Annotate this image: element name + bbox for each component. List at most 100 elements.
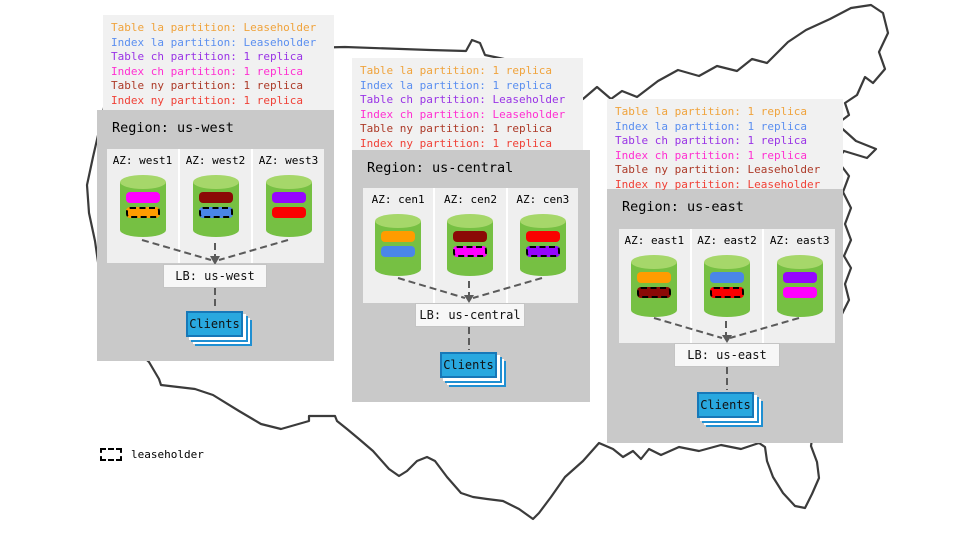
az-label: AZ: cen3	[516, 193, 570, 206]
partition-legend-us-central: Table la partition: 1 replica Index la p…	[352, 58, 583, 150]
az-label: AZ: cen2	[444, 193, 497, 206]
az-column-cen2: AZ: cen2	[435, 188, 506, 303]
cylinder-bottom	[447, 262, 494, 276]
partition-annotation: Index ny partition: 1 replica	[360, 136, 553, 150]
region-box-us-central: Region: us-central AZ: cen1 AZ: cen2	[352, 150, 590, 402]
partition-annotation: Index ch partition: 1 replica	[111, 64, 304, 78]
leaseholder-label: leaseholder	[131, 448, 204, 461]
az-label: AZ: west1	[112, 154, 173, 167]
partition-bar	[271, 207, 306, 218]
az-row: AZ: west1 AZ: west2 AZ: west3	[107, 149, 324, 263]
db-node-cylinder	[631, 255, 678, 317]
cylinder-body	[704, 262, 750, 310]
lb-box: LB: us-east	[674, 343, 780, 367]
db-node-cylinder	[119, 175, 166, 237]
partition-annotation: Table la partition: Leaseholder	[111, 21, 317, 34]
partition-annotation: Table ny partition: 1 replica	[111, 79, 304, 93]
region-box-us-west: Region: us-west AZ: west1 AZ: west2	[97, 110, 334, 361]
partition-bar	[125, 207, 160, 218]
az-row: AZ: cen1 AZ: cen2 AZ: cen3	[363, 188, 578, 303]
az-column-west3: AZ: west3	[253, 149, 324, 263]
cylinder-body	[447, 221, 494, 269]
az-label: AZ: east2	[697, 234, 757, 247]
db-node-cylinder	[519, 214, 566, 276]
cylinder-bottom	[265, 223, 312, 237]
partition-bar	[125, 192, 160, 203]
az-column-cen1: AZ: cen1	[363, 188, 434, 303]
cylinder-bottom	[119, 223, 166, 237]
db-node-cylinder	[375, 214, 422, 276]
partition-annotation: Index ny partition: 1 replica	[111, 93, 304, 107]
partition-bar	[271, 192, 306, 203]
cylinder-top	[265, 175, 312, 189]
cylinder-body	[519, 221, 566, 269]
partition-annotation: Table ny partition: 1 replica	[360, 122, 553, 136]
region-title: Region: us-central	[367, 160, 514, 176]
partition-annotation: Table ny partition: Leaseholder	[615, 163, 821, 177]
az-label: AZ: east3	[769, 234, 830, 247]
partition-annotation: Table ch partition: 1 replica	[615, 134, 808, 148]
leaseholder-swatch-icon	[100, 448, 122, 461]
az-column-east2: AZ: east2	[691, 229, 763, 343]
region-box-us-east: Region: us-east AZ: east1 AZ: east2	[607, 189, 843, 443]
partition-bar	[525, 231, 560, 242]
cylinder-body	[375, 221, 422, 269]
clients-box: Clients	[697, 392, 754, 418]
az-label: AZ: west3	[258, 154, 319, 167]
clients-box: Clients	[440, 352, 497, 378]
partition-annotation: Table la partition: 1 replica	[615, 105, 808, 118]
db-node-cylinder	[265, 175, 312, 237]
cylinder-bottom	[704, 303, 750, 317]
db-node-cylinder	[192, 175, 239, 237]
db-node-cylinder	[776, 255, 823, 317]
partition-bar	[710, 287, 744, 298]
cylinder-body	[776, 262, 823, 310]
partition-legend-us-east: Table la partition: 1 replica Index la p…	[607, 99, 843, 191]
az-column-west1: AZ: west1	[107, 149, 178, 263]
partition-annotation: Table la partition: 1 replica	[360, 64, 553, 77]
lb-box: LB: us-west	[163, 264, 267, 288]
partition-legend-us-west: Table la partition: Leaseholder Index la…	[103, 15, 334, 110]
cylinder-top	[519, 214, 566, 228]
db-node-cylinder	[704, 255, 750, 317]
clients-box: Clients	[186, 311, 243, 337]
partition-annotation: Index ch partition: 1 replica	[615, 148, 808, 162]
cylinder-bottom	[519, 262, 566, 276]
leaseholder-legend: leaseholder	[100, 448, 204, 461]
partition-annotation: Table ch partition: 1 replica	[111, 50, 304, 64]
cylinder-body	[192, 182, 239, 230]
partition-annotation: Table ch partition: Leaseholder	[360, 93, 566, 107]
cylinder-top	[119, 175, 166, 189]
region-title: Region: us-west	[112, 120, 234, 136]
cylinder-bottom	[375, 262, 422, 276]
cylinder-body	[631, 262, 678, 310]
partition-bar	[710, 272, 744, 283]
cylinder-body	[119, 182, 166, 230]
cylinder-bottom	[631, 303, 678, 317]
partition-bar	[381, 231, 416, 242]
partition-annotation: Index ch partition: Leaseholder	[360, 107, 566, 121]
partition-bar	[637, 287, 672, 298]
partition-bar	[525, 246, 560, 257]
partition-annotation: Index la partition: Leaseholder	[111, 35, 317, 49]
partition-annotation: Index la partition: 1 replica	[615, 119, 808, 133]
az-label: AZ: east1	[624, 234, 685, 247]
cylinder-bottom	[192, 223, 239, 237]
az-column-east3: AZ: east3	[764, 229, 836, 343]
cylinder-body	[265, 182, 312, 230]
partition-bar	[381, 246, 416, 257]
partition-bar	[782, 287, 817, 298]
az-column-cen3: AZ: cen3	[507, 188, 578, 303]
cylinder-top	[375, 214, 422, 228]
partition-annotation: Index la partition: 1 replica	[360, 78, 553, 92]
cylinder-top	[776, 255, 823, 269]
partition-bar	[198, 192, 233, 203]
partition-annotation: Index ny partition: Leaseholder	[615, 177, 821, 191]
partition-bar	[198, 207, 233, 218]
lb-box: LB: us-central	[415, 303, 525, 327]
region-title: Region: us-east	[622, 199, 744, 215]
cylinder-top	[704, 255, 750, 269]
az-column-west2: AZ: west2	[180, 149, 251, 263]
az-row: AZ: east1 AZ: east2 AZ: east3	[619, 229, 836, 343]
